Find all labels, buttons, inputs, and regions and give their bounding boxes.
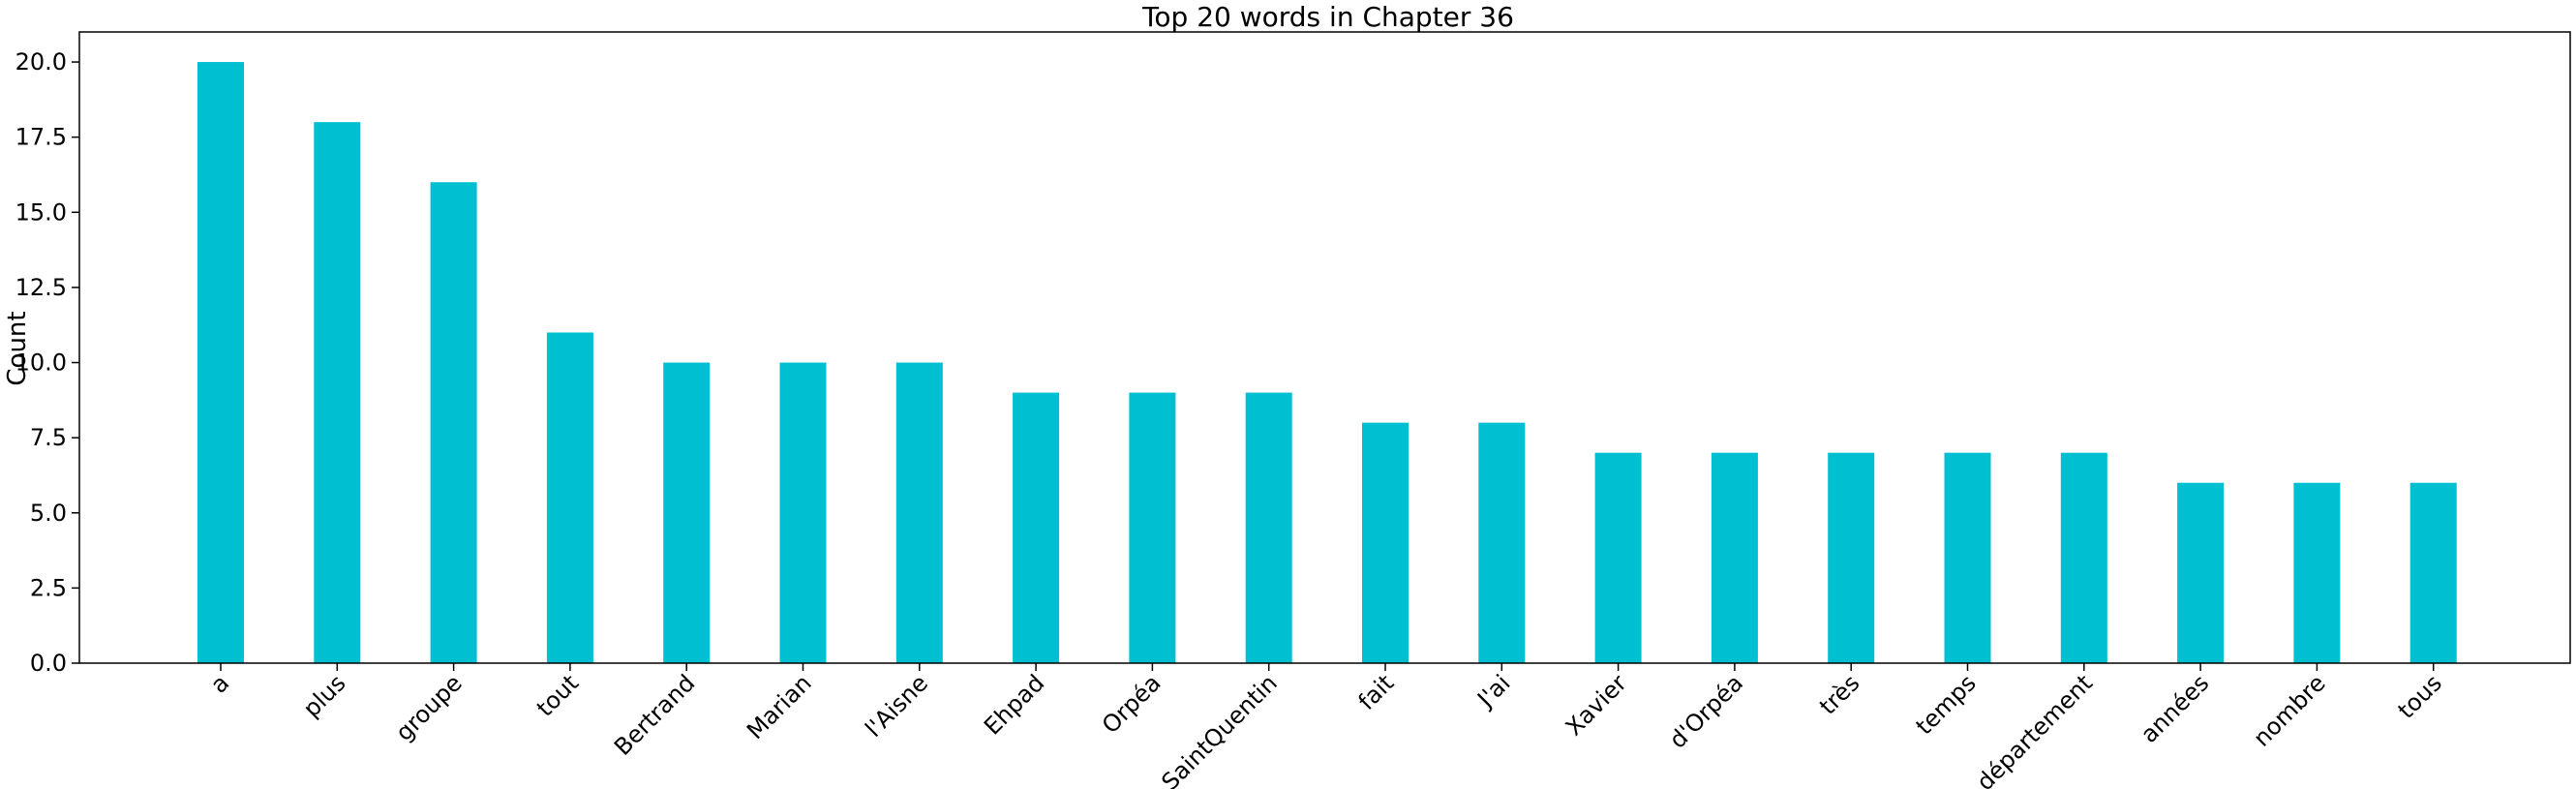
bar-0 (197, 62, 244, 664)
bar-3 (546, 332, 593, 663)
y-tick-label: 0.0 (30, 650, 67, 677)
x-tick-label: Orpéa (1097, 669, 1167, 739)
bar-13 (1711, 452, 1758, 663)
x-tick-label: plus (298, 669, 351, 722)
bar-12 (1594, 452, 1642, 663)
bar-10 (1362, 422, 1409, 663)
x-tick-label: années (2136, 669, 2214, 747)
x-tick-label: Marian (742, 669, 817, 744)
bar-18 (2293, 482, 2341, 663)
y-tick-label: 12.5 (15, 274, 67, 301)
bar-7 (1013, 392, 1060, 663)
bar-1 (314, 122, 361, 663)
x-tick-label: fait (1353, 669, 1400, 715)
chart-title: Top 20 words in Chapter 36 (1141, 1, 1514, 33)
x-tick-label: temps (1911, 669, 1982, 740)
x-tick-label: J'ai (1471, 669, 1516, 713)
bar-8 (1129, 392, 1176, 663)
x-tick-label: tout (531, 669, 584, 721)
x-axis-ticks: a plus groupe tout Bertrand Marian l'Aisne Ehpa… (205, 663, 2447, 789)
y-tick-label: 15.0 (15, 198, 67, 226)
bar-15 (1944, 452, 1991, 663)
y-tick-label: 20.0 (15, 48, 67, 76)
x-tick-label: Ehpad (979, 669, 1049, 740)
y-axis-ticks: 0.0 2.5 5.0 7.5 10.0 12.5 15.0 17.5 20.0 (15, 48, 79, 677)
x-tick-label: très (1814, 669, 1864, 719)
bar-11 (1478, 422, 1526, 663)
bars-group (197, 62, 2457, 664)
x-tick-label: SaintQuentin (1156, 669, 1283, 789)
y-tick-label: 2.5 (30, 574, 67, 601)
y-tick-label: 10.0 (15, 349, 67, 377)
bar-9 (1245, 392, 1292, 663)
bar-19 (2409, 482, 2457, 663)
bar-17 (2177, 482, 2225, 663)
x-tick-label: a (205, 669, 234, 698)
x-tick-label: tous (2393, 669, 2447, 723)
x-tick-label: groupe (390, 669, 468, 746)
y-tick-label: 17.5 (15, 124, 67, 151)
bar-16 (2060, 452, 2107, 663)
x-tick-label: Bertrand (609, 669, 700, 760)
bar-5 (779, 362, 827, 663)
bar-4 (663, 362, 711, 663)
x-tick-label: nombre (2248, 669, 2330, 751)
plot-area-frame (78, 31, 2571, 664)
y-tick-label: 5.0 (30, 500, 67, 527)
x-tick-label: Xavier (1561, 669, 1632, 741)
x-tick-label: d'Orpéa (1664, 669, 1748, 753)
y-tick-label: 7.5 (30, 424, 67, 451)
x-tick-label: l'Aisne (860, 669, 933, 743)
bar-6 (895, 362, 943, 663)
x-tick-label: département (1971, 669, 2098, 789)
bar-14 (1828, 452, 1875, 663)
y-axis-label: Count (3, 311, 32, 385)
bar-2 (430, 182, 477, 663)
